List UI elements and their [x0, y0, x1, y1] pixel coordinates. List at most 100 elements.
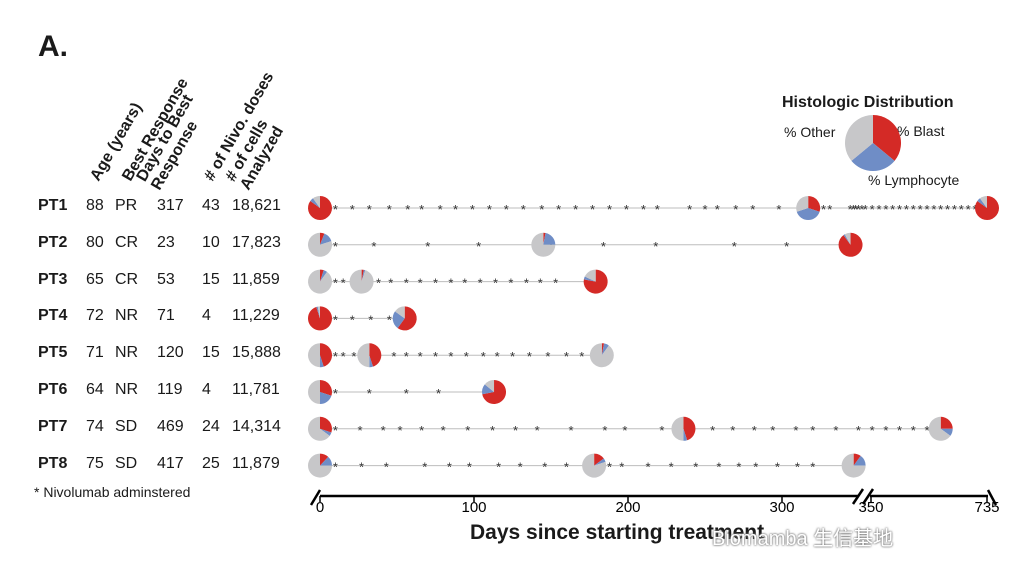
dose-marker-pt1: * [931, 202, 936, 217]
pie-pt2-day-145-other-slice [531, 232, 556, 257]
pie-pt2-day-0 [308, 232, 333, 257]
dose-marker-pt3: * [448, 276, 453, 291]
dose-marker-pt2: * [732, 239, 737, 254]
pie-pt3-day-27 [349, 269, 374, 294]
dose-marker-pt8: * [795, 460, 800, 475]
dose-marker-pt2: * [425, 239, 430, 254]
row-pt1-days-to-best-response: 317 [157, 197, 184, 214]
row-pt8-cells-analyzed: 11,879 [232, 454, 280, 472]
pie-pt3-day-179-other-slice [584, 269, 596, 282]
row-pt1-nivo-doses: 43 [202, 197, 220, 214]
dose-marker-pt6: * [404, 386, 409, 401]
dose-marker-pt7: * [381, 423, 386, 438]
row-pt4-age: 72 [86, 307, 104, 325]
dose-marker-pt8: * [693, 460, 698, 475]
dose-marker-pt7: * [710, 423, 715, 438]
pie-pt7-day-600 [928, 416, 953, 441]
pie-pt1-day-735 [975, 196, 999, 220]
dose-marker-pt3: * [538, 276, 543, 291]
axis-break-mark-2 [861, 488, 875, 505]
pie-pt5-day-183-other-slice [589, 343, 614, 368]
dose-marker-pt2: * [476, 239, 481, 254]
row-pt2-nivo-doses: 10 [202, 233, 220, 251]
dose-marker-pt7: * [924, 423, 929, 438]
dose-marker-pt1: * [853, 202, 858, 217]
pie-pt6-day-113-other-slice [484, 380, 495, 392]
pie-pt8-day-346-lymphocyte-slice [853, 455, 866, 466]
pie-pt7-day-600-lymphocyte-slice [940, 428, 953, 436]
row-pt6-patient-id: PT6 [38, 381, 68, 398]
dose-marker-pt6: * [436, 386, 441, 401]
dose-marker-pt8: * [564, 460, 569, 475]
dose-marker-pt7: * [398, 423, 403, 438]
dose-marker-pt1: * [504, 202, 509, 217]
dose-marker-pt7: * [810, 423, 815, 438]
dose-marker-pt7: * [911, 423, 916, 438]
dose-marker-pt3: * [341, 276, 346, 291]
axis-break-mark-1 [851, 488, 865, 505]
dose-marker-pt8: * [467, 460, 472, 475]
legend-pie-blast-slice [873, 115, 902, 161]
dose-marker-pt1: * [890, 202, 895, 217]
row-pt6-days-to-best-response: 119 [157, 381, 183, 398]
dose-marker-pt5: * [333, 349, 338, 364]
row-pt8-days-to-best-response: 417 [157, 454, 184, 472]
row-pt6-age: 64 [86, 381, 104, 398]
dose-marker-pt7: * [730, 423, 735, 438]
dose-marker-pt8: * [607, 460, 612, 475]
x-tick-label-350: 350 [858, 499, 883, 516]
x-tick-label-300: 300 [769, 499, 794, 516]
row-pt5-nivo-doses: 15 [202, 344, 220, 362]
pie-pt2-day-0-blast-slice [320, 232, 325, 245]
row-pt1-patient-id: PT1 [38, 197, 68, 214]
row-pt5-cells-analyzed: 15,888 [232, 344, 281, 362]
dose-marker-pt7: * [793, 423, 798, 438]
dose-marker-pt7: * [659, 423, 664, 438]
pie-pt5-day-0-blast-slice [320, 343, 332, 367]
pie-pt4-day-55-blast-slice [397, 306, 417, 331]
dose-marker-pt1: * [911, 202, 916, 217]
row-pt8-age: 75 [86, 454, 104, 472]
pie-pt4-day-0 [308, 306, 333, 331]
row-pt7-patient-id: PT7 [38, 417, 68, 435]
dose-marker-pt5: * [433, 349, 438, 364]
dose-marker-pt1: * [851, 202, 856, 217]
row-pt1-cells-analyzed: 18,621 [232, 197, 281, 214]
dose-marker-pt8: * [447, 460, 452, 475]
legend-pie-lymphocyte-slice [851, 143, 895, 171]
dose-marker-pt3: * [553, 276, 558, 291]
dose-marker-pt3: * [418, 276, 423, 291]
pie-pt7-day-236 [671, 416, 696, 441]
dose-marker-pt5: * [527, 349, 532, 364]
dose-marker-pt1: * [924, 202, 929, 217]
dose-marker-pt5: * [391, 349, 396, 364]
pie-pt4-day-0-other-slice [317, 306, 320, 319]
x-tick-label-200: 200 [615, 499, 640, 516]
dose-marker-pt1: * [876, 202, 881, 217]
dose-marker-pt1: * [715, 202, 720, 217]
dose-marker-pt1: * [590, 202, 595, 217]
dose-marker-pt7: * [770, 423, 775, 438]
pie-pt2-day-337-other-slice [844, 232, 851, 245]
dose-marker-pt3: * [508, 276, 513, 291]
pie-pt3-day-179-lymphocyte-slice [583, 276, 596, 282]
row-pt1-age: 88 [86, 197, 104, 214]
dose-marker-pt1: * [470, 202, 475, 217]
pie-pt6-day-0-other-slice [308, 380, 320, 404]
pie-pt2-day-337-blast-slice [838, 232, 863, 257]
pie-pt8-day-0-other-slice [308, 453, 332, 478]
pie-pt1-day-0 [308, 196, 332, 220]
panel-label: A. [38, 30, 68, 63]
pie-pt2-day-145-lymphocyte-slice [543, 233, 556, 245]
pie-pt6-day-0-blast-slice [320, 380, 333, 396]
dose-marker-pt5: * [545, 349, 550, 364]
x-axis-label: Days since starting treatment [470, 521, 765, 544]
dose-marker-pt3: * [462, 276, 467, 291]
dose-marker-pt3: * [493, 276, 498, 291]
dose-marker-pt5: * [448, 349, 453, 364]
dose-marker-pt1: * [883, 202, 888, 217]
pie-pt5-day-0-other-slice [308, 343, 320, 368]
pie-pt5-day-183 [589, 343, 614, 368]
dose-marker-pt1: * [859, 202, 864, 217]
